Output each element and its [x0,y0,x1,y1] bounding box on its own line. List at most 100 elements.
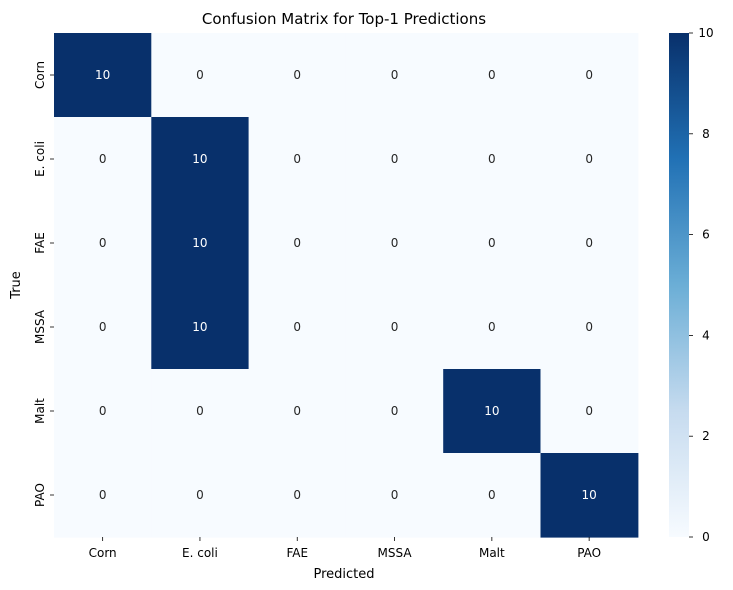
cell-value-label: 0 [585,236,593,250]
y-tick-label: PAO [33,483,47,507]
x-tick-label: PAO [577,546,601,560]
heatmap-cell [151,117,250,202]
cell-value-label: 0 [293,404,301,418]
colorbar-ticks: 0 2 4 6 8 10 [689,26,714,544]
colorbar [669,33,689,537]
colorbar-tick-label: 2 [702,429,710,443]
heatmap-cell [443,201,542,286]
cell-value-label: 0 [293,488,301,502]
cell-value-label: 0 [196,488,204,502]
heatmap-cell [443,453,542,538]
cell-value-label: 10 [192,236,207,250]
cell-value-label: 10 [192,320,207,334]
x-tick-label: Corn [89,546,117,560]
y-tick-label: MSSA [33,309,47,344]
heatmap-cell [345,285,444,370]
heatmap-cell [540,453,639,538]
heatmap-cell [54,453,152,538]
heatmap-cell [443,33,542,118]
cell-value-label: 0 [391,68,399,82]
cell-value-label: 10 [192,152,207,166]
heatmap-cell [151,369,250,454]
x-axis-ticks: Corn E. coli FAE MSSA Malt PAO [89,537,601,560]
cell-value-label: 0 [391,320,399,334]
cell-value-label: 10 [484,404,499,418]
heatmap-cell [54,117,152,202]
heatmap-cell [248,369,347,454]
heatmap-cell [54,285,152,370]
cell-value-label: 0 [488,488,496,502]
heatmap-cell [248,33,347,118]
cell-value-label: 0 [585,152,593,166]
cell-value-label: 0 [585,320,593,334]
cell-value-label: 0 [99,404,107,418]
colorbar-tick-label: 10 [698,26,713,40]
y-tick-label: E. coli [33,141,47,177]
cell-value-label: 0 [196,404,204,418]
y-axis-label: True [9,271,24,300]
cell-value-label: 0 [99,488,107,502]
heatmap-cell [443,285,542,370]
x-tick-label: Malt [479,546,505,560]
heatmap-cell [54,201,152,286]
heatmap-cell [54,33,152,118]
x-tick-label: E. coli [182,546,218,560]
cell-value-label: 0 [488,68,496,82]
heatmap-cell [345,201,444,286]
cell-value-label: 0 [391,404,399,418]
cell-value-label: 0 [196,68,204,82]
heatmap-cell [443,117,542,202]
cell-value-label: 0 [488,236,496,250]
cell-value-label: 0 [293,320,301,334]
heatmap-cell [248,117,347,202]
cell-value-label: 0 [293,68,301,82]
heatmap-cell [345,33,444,118]
y-tick-label: Corn [33,61,47,89]
heatmap-cell [540,201,639,286]
x-axis-label: Predicted [313,567,374,582]
heatmap-cell [540,369,639,454]
colorbar-tick-label: 4 [702,328,710,342]
y-axis-ticks: Corn E. coli FAE MSSA Malt PAO [33,61,54,507]
heatmap-cell [443,369,542,454]
colorbar-tick-label: 0 [702,530,710,544]
heatmap-cell [540,117,639,202]
cell-value-label: 0 [585,404,593,418]
cell-value-label: 10 [95,68,110,82]
heatmap-cell [151,453,250,538]
cell-annotations: 10 0 0 0 0 0 0 10 0 0 0 0 0 10 0 0 0 0 0 10 0 0 0 0 0 0 0 0 10 0 0 0 0 0 0… [95,68,597,502]
heatmap-cell [345,369,444,454]
cell-value-label: 0 [293,236,301,250]
heatmap-cell [248,453,347,538]
cell-value-label: 0 [488,320,496,334]
y-tick-label: FAE [33,232,47,254]
heatmap-cell [345,453,444,538]
x-tick-label: MSSA [378,546,413,560]
cell-value-label: 0 [391,152,399,166]
heatmap-cell [248,285,347,370]
cell-value-label: 0 [293,152,301,166]
colorbar-tick-label: 6 [702,228,710,242]
cell-value-label: 0 [391,488,399,502]
heatmap-cells [54,33,639,538]
heatmap-cell [248,201,347,286]
cell-value-label: 0 [585,68,593,82]
y-tick-label: Malt [33,398,47,424]
heatmap-cell [54,369,152,454]
colorbar-tick-label: 8 [702,127,710,141]
cell-value-label: 0 [99,152,107,166]
cell-value-label: 0 [488,152,496,166]
cell-value-label: 0 [391,236,399,250]
chart-title: Confusion Matrix for Top-1 Predictions [202,10,486,28]
cell-value-label: 0 [99,320,107,334]
heatmap-cell [345,117,444,202]
heatmap-cell [151,285,250,370]
cell-value-label: 0 [99,236,107,250]
heatmap-cell [151,33,250,118]
heatmap-cell [151,201,250,286]
cell-value-label: 10 [582,488,597,502]
heatmap-cell [540,33,639,118]
x-tick-label: FAE [286,546,308,560]
heatmap-cell [540,285,639,370]
